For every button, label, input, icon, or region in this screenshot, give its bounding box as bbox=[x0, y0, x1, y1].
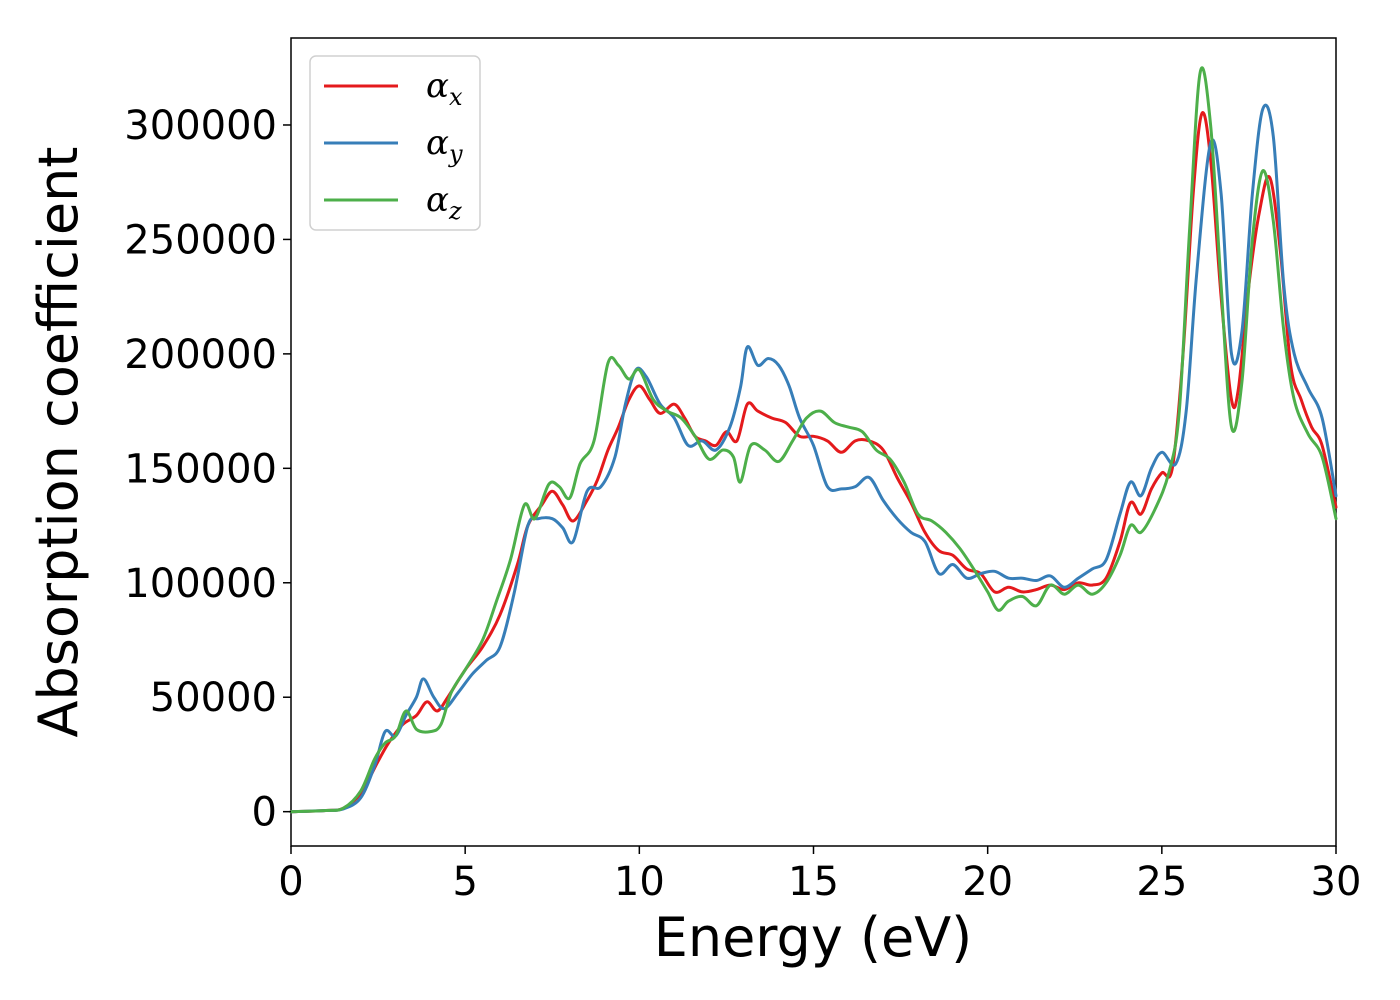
series-layer bbox=[289, 66, 1338, 814]
legend-label-subscript: y bbox=[448, 140, 463, 168]
x-tick-label: 10 bbox=[614, 859, 665, 905]
x-tick-label: 0 bbox=[278, 859, 303, 905]
y-tick-label: 200000 bbox=[124, 332, 277, 378]
y-axis-title: Absorption coefficient bbox=[27, 147, 90, 738]
x-tick-label: 20 bbox=[962, 859, 1013, 905]
y-tick-label: 250000 bbox=[124, 217, 277, 263]
x-tick-label: 5 bbox=[452, 859, 477, 905]
x-axis-ticks: 0 5 10 15 20 25 30 bbox=[278, 846, 1361, 905]
legend-label-subscript: z bbox=[448, 197, 462, 225]
x-tick-label: 15 bbox=[788, 859, 839, 905]
legend-label-subscript: x bbox=[449, 83, 463, 111]
series-line-alpha-x bbox=[289, 111, 1338, 814]
y-tick-label: 300000 bbox=[124, 103, 277, 149]
y-tick-label: 50000 bbox=[150, 675, 277, 721]
y-tick-label: 100000 bbox=[124, 561, 277, 607]
series-line-alpha-y bbox=[289, 103, 1338, 814]
series-line-alpha-z bbox=[289, 66, 1338, 814]
x-axis-title: Energy (eV) bbox=[654, 906, 973, 969]
x-tick-label: 30 bbox=[1311, 859, 1362, 905]
y-axis-ticks: 0 50000 100000 150000 200000 250000 300000 bbox=[124, 103, 291, 836]
y-tick-label: 0 bbox=[252, 790, 277, 836]
x-tick-label: 25 bbox=[1136, 859, 1187, 905]
y-tick-label: 150000 bbox=[124, 446, 277, 492]
